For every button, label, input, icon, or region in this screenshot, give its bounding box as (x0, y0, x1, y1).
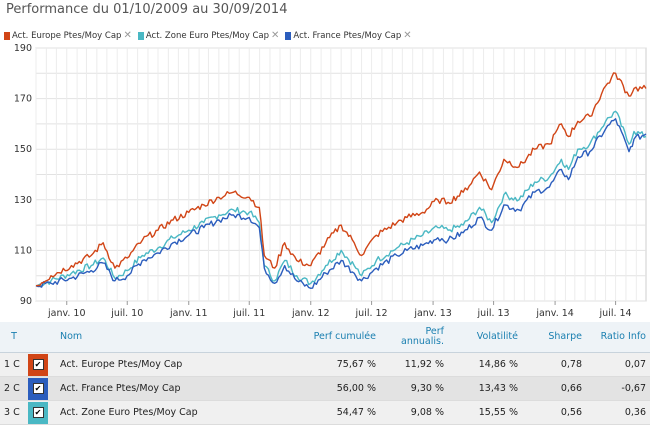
row-perf-cumulee: 75,67 % (282, 352, 380, 377)
x-tick-label: janv. 11 (169, 308, 208, 319)
series-line-1 (35, 110, 647, 288)
row-sharpe: 0,66 (522, 376, 586, 401)
row-color-box: ✔ (28, 353, 48, 376)
results-table: T Nom Perf cumulée Perf annualis. Volati… (0, 322, 650, 425)
header-name[interactable]: Nom (56, 322, 282, 353)
row-color-box: ✔ (28, 401, 48, 424)
y-tick-label: 90 (20, 296, 32, 307)
row-type: C (13, 407, 20, 418)
x-tick-label: juil. 10 (110, 308, 143, 319)
y-tick-label: 170 (14, 94, 32, 105)
y-tick-label: 150 (14, 144, 32, 155)
legend-item-zone-euro[interactable]: Act. Zone Euro Ptes/Moy Cap ✕ (137, 29, 280, 43)
legend-swatch (137, 32, 144, 40)
row-index-type: 1 C (0, 352, 28, 377)
row-checkbox[interactable]: ✔ (32, 383, 44, 394)
row-type: C (13, 359, 20, 370)
series-line-2 (35, 118, 647, 290)
series-line-0 (35, 72, 647, 287)
legend-label: Act. Europe Ptes/Moy Cap (12, 31, 122, 41)
legend-swatch (4, 32, 10, 40)
legend-label: Act. France Ptes/Moy Cap (293, 31, 402, 41)
table-header-row: T Nom Perf cumulée Perf annualis. Volati… (0, 322, 650, 353)
x-tick-label: janv. 12 (291, 308, 330, 319)
row-checkbox[interactable]: ✔ (32, 407, 44, 418)
legend-swatch (285, 32, 292, 40)
row-sharpe: 0,78 (522, 352, 586, 377)
table-row: 1 C ✔ Act. Europe Ptes/Moy Cap 75,67 % 1… (0, 352, 650, 377)
row-name[interactable]: Act. France Ptes/Moy Cap (56, 376, 282, 401)
x-tick-label: janv. 14 (535, 308, 574, 319)
row-index: 3 (4, 407, 11, 418)
header-perf-annualisee[interactable]: Perf annualis. (380, 322, 448, 353)
x-tick-label: juil. 12 (355, 308, 388, 319)
header-perf-annualisee-line2: annualis. (401, 336, 444, 347)
header-ratio-info[interactable]: Ratio Info (586, 322, 650, 353)
row-ratio-info: 0,07 (586, 352, 650, 377)
y-tick-label: 110 (14, 245, 32, 256)
close-icon[interactable]: ✕ (403, 30, 412, 41)
row-ratio-info: -0,67 (586, 376, 650, 401)
x-tick-label: janv. 13 (413, 308, 452, 319)
row-perf-annualisee: 11,92 % (380, 352, 448, 377)
legend: Act. Europe Ptes/Moy Cap ✕ Act. Zone Eur… (4, 29, 412, 43)
x-tick-label: juil. 14 (599, 308, 632, 319)
x-tick-label: juil. 13 (477, 308, 510, 319)
header-perf-annualisee-line1: Perf (425, 326, 445, 337)
x-tick-label: janv. 10 (47, 308, 86, 319)
y-tick-label: 190 (14, 44, 32, 54)
row-checkbox[interactable]: ✔ (32, 359, 44, 370)
row-color-cell: ✔ (28, 376, 56, 401)
header-sharpe[interactable]: Sharpe (522, 322, 586, 353)
row-color-cell: ✔ (28, 352, 56, 377)
row-volatilite: 13,43 % (448, 376, 522, 401)
row-volatilite: 14,86 % (448, 352, 522, 377)
legend-item-europe[interactable]: Act. Europe Ptes/Moy Cap ✕ (4, 29, 132, 43)
row-color-box: ✔ (28, 377, 48, 400)
row-type: C (13, 383, 20, 394)
row-index-type: 2 C (0, 376, 28, 401)
row-name[interactable]: Act. Europe Ptes/Moy Cap (56, 352, 282, 377)
close-icon[interactable]: ✕ (123, 30, 132, 41)
header-volatilite[interactable]: Volatilité (448, 322, 522, 353)
row-perf-annualisee: 9,30 % (380, 376, 448, 401)
performance-chart: 90 110 130 150 170 190 janv. 10 juil. 10 janv. 1… (14, 44, 647, 319)
close-icon[interactable]: ✕ (271, 30, 280, 41)
row-index: 2 (4, 383, 11, 394)
header-perf-cumulee[interactable]: Perf cumulée (282, 322, 380, 353)
row-perf-cumulee: 56,00 % (282, 376, 380, 401)
chart-title: Performance du 01/10/2009 au 30/09/2014 (6, 2, 288, 17)
x-tick-label: juil. 11 (232, 308, 265, 319)
legend-item-france[interactable]: Act. France Ptes/Moy Cap ✕ (285, 29, 412, 43)
row-index: 1 (4, 359, 11, 370)
y-tick-label: 130 (14, 195, 32, 206)
legend-label: Act. Zone Euro Ptes/Moy Cap (145, 31, 270, 41)
table-row: 2 C ✔ Act. France Ptes/Moy Cap 56,00 % 9… (0, 376, 650, 401)
header-type[interactable]: T (0, 322, 28, 353)
